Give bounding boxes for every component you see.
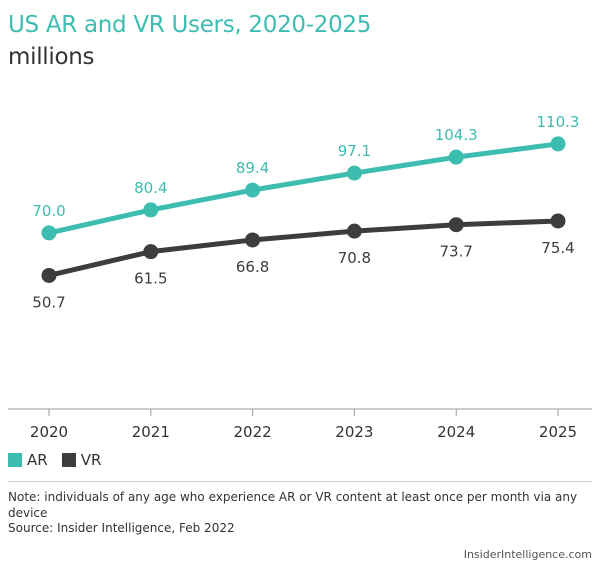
legend-item-ar: AR <box>8 451 48 469</box>
data-point-ar-2020 <box>41 225 57 241</box>
data-label-vr-2023: 70.8 <box>338 249 371 267</box>
x-tick-label-2021: 2021 <box>132 423 170 441</box>
footer-divider <box>8 481 592 482</box>
data-label-vr-2022: 66.8 <box>236 258 269 276</box>
x-tick-label-2022: 2022 <box>234 423 272 441</box>
data-point-vr-2021 <box>143 244 159 260</box>
legend-label-vr: VR <box>80 451 102 469</box>
chart-note: Note: individuals of any age who experie… <box>8 490 578 520</box>
series-line-vr <box>46 218 561 278</box>
legend-item-vr: VR <box>61 451 102 469</box>
data-label-vr-2021: 61.5 <box>134 270 167 288</box>
legend-label-ar: AR <box>27 451 48 469</box>
x-tick-label-2023: 2023 <box>335 423 373 441</box>
chart-source: Source: Insider Intelligence, Feb 2022 <box>8 521 235 535</box>
legend-swatch-vr <box>61 453 76 467</box>
data-point-vr-2023 <box>346 223 362 239</box>
legend-swatch-ar <box>8 453 22 467</box>
footer-notes: Note: individuals of any age who experie… <box>8 490 588 537</box>
data-label-ar-2021: 80.4 <box>134 179 167 197</box>
data-label-vr-2024: 73.7 <box>439 243 472 261</box>
data-point-vr-2024 <box>448 217 464 233</box>
data-point-vr-2025 <box>550 213 566 229</box>
data-label-vr-2025: 75.4 <box>541 239 574 257</box>
data-point-ar-2024 <box>448 149 464 165</box>
data-point-vr-2022 <box>245 232 261 248</box>
data-label-ar-2025: 110.3 <box>537 113 580 131</box>
series-line-ar <box>46 141 561 236</box>
data-point-ar-2023 <box>346 165 362 181</box>
line-chart: 2020 2021 2022 2023 2024 2025 70.0 80.4 89.4 97.1… <box>8 113 592 441</box>
chart-subtitle: millions <box>8 44 95 70</box>
chart-legend: AR VR <box>8 451 115 469</box>
data-point-vr-2020 <box>41 267 57 283</box>
chart-title: US AR and VR Users, 2020-2025 <box>8 12 372 38</box>
x-tick-label-2024: 2024 <box>437 423 475 441</box>
data-label-ar-2020: 70.0 <box>32 202 65 220</box>
data-label-ar-2024: 104.3 <box>435 126 478 144</box>
data-label-ar-2023: 97.1 <box>338 142 371 160</box>
data-label-vr-2020: 50.7 <box>32 293 65 311</box>
data-point-ar-2025 <box>550 136 566 152</box>
x-tick-label-2020: 2020 <box>30 423 68 441</box>
publisher-credit: InsiderIntelligence.com <box>463 548 592 561</box>
data-label-ar-2022: 89.4 <box>236 159 269 177</box>
x-tick-label-2025: 2025 <box>539 423 577 441</box>
data-point-ar-2022 <box>245 182 261 198</box>
data-point-ar-2021 <box>143 202 159 218</box>
